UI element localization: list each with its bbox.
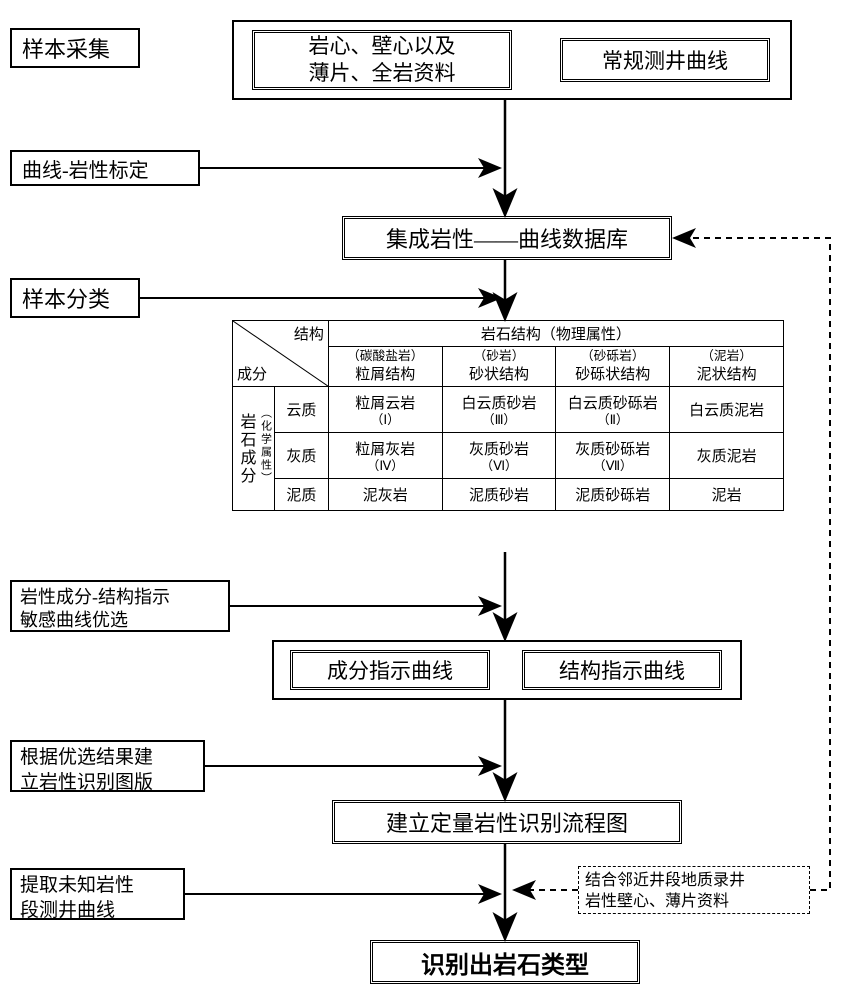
label-text: 曲线-岩性标定 <box>22 154 149 183</box>
box-log-curve: 常规测井曲线 <box>560 38 770 82</box>
text: 集成岩性——曲线数据库 <box>386 222 628 254</box>
text: 成分指示曲线 <box>327 655 453 685</box>
label-text-a: 根据优选结果建 <box>20 746 195 771</box>
label-text-b: 敏感曲线优选 <box>20 609 220 632</box>
label-sample-classify: 样本分类 <box>10 278 140 318</box>
feedback-b: 岩性壁心、薄片资料 <box>585 892 803 913</box>
text: 常规测井曲线 <box>602 45 728 75</box>
label-sensitive-curve: 岩性成分-结构指示 敏感曲线优选 <box>10 580 230 632</box>
label-text-b: 段测井曲线 <box>20 899 175 924</box>
text-a: 岩心、壁心以及 <box>309 33 456 60</box>
label-sample-collect: 样本采集 <box>10 28 140 68</box>
text-b: 薄片、全岩资料 <box>309 60 456 87</box>
box-rock-type-result: 识别出岩石类型 <box>370 940 640 984</box>
text: 识别出岩石类型 <box>421 945 589 980</box>
feedback-note: 结合邻近井段地质录井 岩性壁心、薄片资料 <box>578 866 810 914</box>
label-text: 样本分类 <box>22 282 110 314</box>
box-structure-curve: 结构指示曲线 <box>522 650 722 690</box>
label-text-b: 立岩性识别图版 <box>20 771 195 796</box>
box-composition-curve: 成分指示曲线 <box>290 650 490 690</box>
text: 建立定量岩性识别流程图 <box>386 806 628 838</box>
box-build-flowchart: 建立定量岩性识别流程图 <box>332 800 682 844</box>
label-text: 样本采集 <box>22 32 110 64</box>
text: 结构指示曲线 <box>559 655 685 685</box>
label-curve-calib: 曲线-岩性标定 <box>10 150 200 186</box>
box-core-data: 岩心、壁心以及 薄片、全岩资料 <box>252 30 512 90</box>
label-build-chart: 根据优选结果建 立岩性识别图版 <box>10 740 205 792</box>
label-text-a: 提取未知岩性 <box>20 874 175 899</box>
label-text-a: 岩性成分-结构指示 <box>20 586 220 609</box>
label-extract-curve: 提取未知岩性 段测井曲线 <box>10 868 185 920</box>
box-integrated-db: 集成岩性——曲线数据库 <box>342 216 672 260</box>
classification-table-real: 结构 成分 岩石结构（物理属性） （碳酸盐岩）粒屑结构 （砂岩）砂状结构 （砂砾… <box>232 320 784 511</box>
feedback-a: 结合邻近井段地质录井 <box>585 871 803 892</box>
